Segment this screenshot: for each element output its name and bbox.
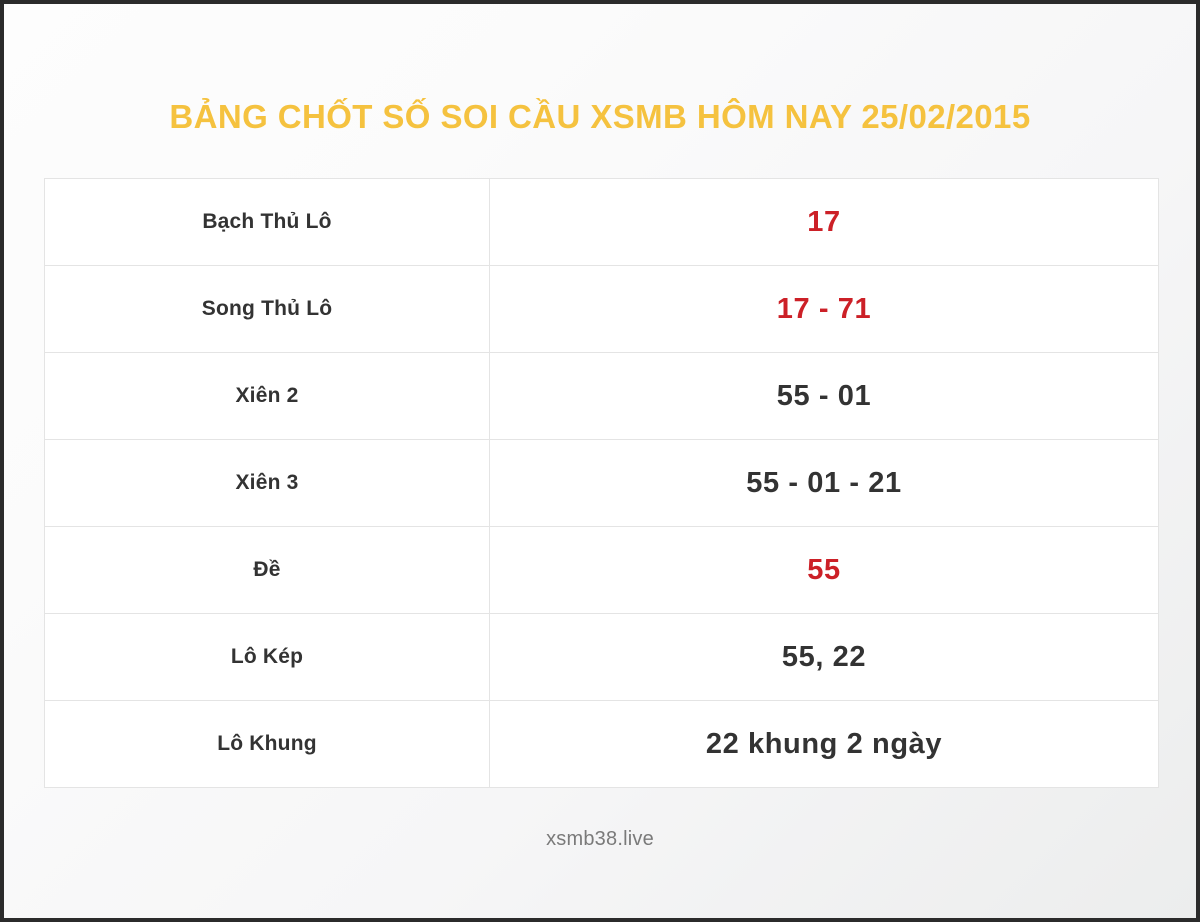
- row-label-song-thu-lo: Song Thủ Lô: [44, 265, 490, 353]
- poster-frame: BẢNG CHỐT SỐ SOI CẦU XSMB HÔM NAY 25/02/…: [4, 4, 1196, 918]
- table-row: Đề 55: [44, 526, 1159, 614]
- row-label-bach-thu-lo: Bạch Thủ Lô: [44, 178, 490, 266]
- row-value-song-thu-lo: 17 - 71: [489, 265, 1159, 353]
- row-label-de: Đề: [44, 526, 490, 614]
- table-row: Lô Kép 55, 22: [44, 613, 1159, 701]
- row-value-lo-kep: 55, 22: [489, 613, 1159, 701]
- row-value-xien-3: 55 - 01 - 21: [489, 439, 1159, 527]
- table-row: Xiên 2 55 - 01: [44, 352, 1159, 440]
- row-label-xien-3: Xiên 3: [44, 439, 490, 527]
- page-title: BẢNG CHỐT SỐ SOI CẦU XSMB HÔM NAY 25/02/…: [169, 98, 1031, 135]
- table-row: Lô Khung 22 khung 2 ngày: [44, 700, 1159, 788]
- table-row: Song Thủ Lô 17 - 71: [44, 265, 1159, 353]
- row-value-bach-thu-lo: 17: [489, 178, 1159, 266]
- table-row: Xiên 3 55 - 01 - 21: [44, 439, 1159, 527]
- row-label-lo-khung: Lô Khung: [44, 700, 490, 788]
- row-value-xien-2: 55 - 01: [489, 352, 1159, 440]
- row-label-lo-kep: Lô Kép: [44, 613, 490, 701]
- row-label-xien-2: Xiên 2: [44, 352, 490, 440]
- row-value-lo-khung: 22 khung 2 ngày: [489, 700, 1159, 788]
- lottery-prediction-table: Bạch Thủ Lô 17 Song Thủ Lô 17 - 71 Xiên …: [44, 178, 1159, 788]
- table-row: Bạch Thủ Lô 17: [44, 178, 1159, 266]
- table-body: Bạch Thủ Lô 17 Song Thủ Lô 17 - 71 Xiên …: [44, 178, 1159, 788]
- row-value-de: 55: [489, 526, 1159, 614]
- site-credit: xsmb38.live: [546, 828, 654, 850]
